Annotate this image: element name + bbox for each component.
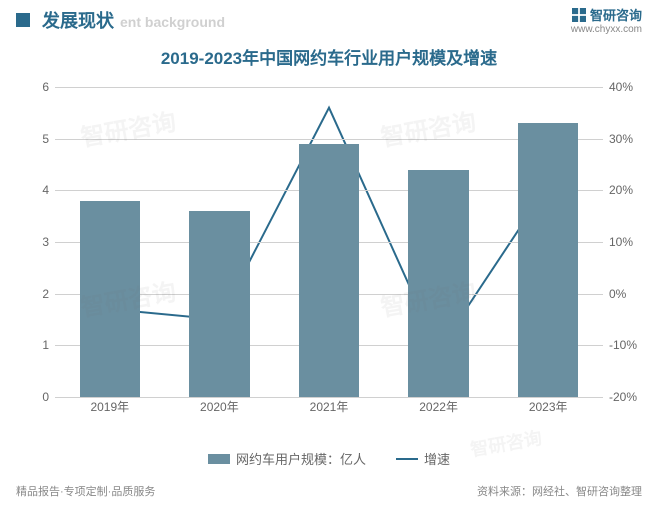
y-left-tick: 2	[15, 287, 49, 301]
x-tick: 2021年	[310, 398, 349, 415]
footer: 精品报告·专项定制·品质服务 资料来源：网经社、智研咨询整理	[0, 483, 658, 499]
y-right-tick: 20%	[609, 183, 643, 197]
y-left-tick: 5	[15, 132, 49, 146]
legend-line-label: 增速	[424, 449, 450, 468]
y-right-tick: 10%	[609, 235, 643, 249]
footer-left: 精品报告·专项定制·品质服务	[16, 483, 155, 499]
brand-icon	[572, 8, 586, 22]
y-right-tick: -10%	[609, 338, 643, 352]
bar	[80, 201, 140, 397]
legend-line: 增速	[396, 449, 450, 468]
legend-bar: 网约车用户规模：亿人	[208, 449, 366, 468]
header: 发展现状 ent background 智研咨询 www.chyxx.com	[0, 0, 658, 40]
y-right-tick: 30%	[609, 132, 643, 146]
y-left-tick: 1	[15, 338, 49, 352]
footer-right: 资料来源：网经社、智研咨询整理	[477, 483, 642, 499]
y-right-tick: 0%	[609, 287, 643, 301]
x-tick: 2020年	[200, 398, 239, 415]
plot-area	[55, 87, 603, 397]
legend-bar-label: 网约车用户规模：亿人	[236, 449, 366, 468]
y-left-tick: 4	[15, 183, 49, 197]
brand-url: www.chyxx.com	[571, 24, 642, 35]
x-tick: 2022年	[419, 398, 458, 415]
y-right-tick: 40%	[609, 80, 643, 94]
y-right-tick: -20%	[609, 390, 643, 404]
chart-title: 2019-2023年中国网约车行业用户规模及增速	[0, 44, 658, 69]
brand-text: 智研咨询	[590, 5, 642, 24]
bar	[518, 123, 578, 397]
brand: 智研咨询	[571, 5, 642, 24]
header-title-cn: 发展现状	[42, 7, 114, 33]
y-left-tick: 3	[15, 235, 49, 249]
legend-bar-swatch	[208, 454, 230, 464]
legend: 网约车用户规模：亿人 增速	[0, 449, 658, 468]
header-title-en: ent background	[120, 14, 225, 30]
legend-line-swatch	[396, 458, 418, 460]
bar	[189, 211, 249, 397]
header-right: 智研咨询 www.chyxx.com	[571, 5, 642, 35]
y-left-tick: 0	[15, 390, 49, 404]
x-tick: 2019年	[90, 398, 129, 415]
header-left: 发展现状 ent background	[16, 7, 225, 33]
y-left-tick: 6	[15, 80, 49, 94]
x-tick: 2023年	[529, 398, 568, 415]
bar	[299, 144, 359, 397]
bar	[408, 170, 468, 397]
chart: 0 1 2 3 4 5 6 -20% -10% 0% 10% 20% 30% 40% 2019年 2020年 2…	[15, 77, 643, 447]
grid-line	[55, 87, 603, 88]
header-bullet	[16, 13, 30, 27]
